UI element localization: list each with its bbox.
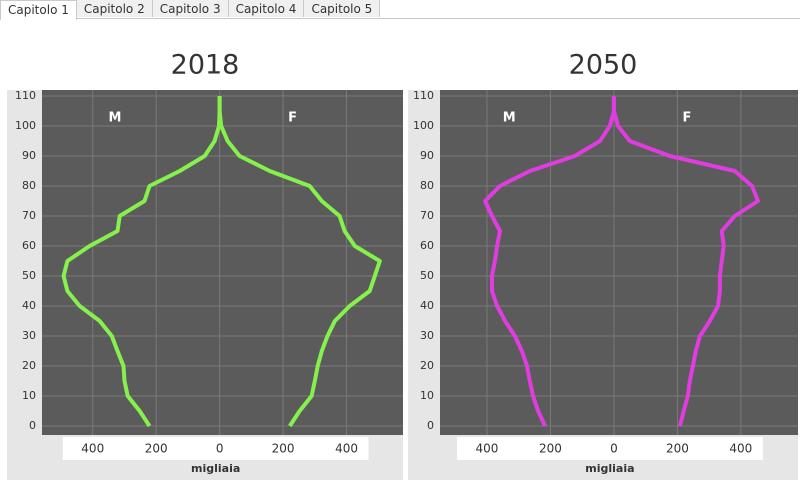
x-tick-label: 200: [145, 442, 168, 456]
y-tick-label: 20: [22, 359, 36, 372]
x-tick-label: 400: [729, 442, 752, 456]
y-tick-label: 10: [420, 389, 434, 402]
x-tick-label: 0: [610, 442, 618, 456]
x-axis-label: migliaia: [191, 462, 240, 475]
x-axis-label: migliaia: [585, 462, 634, 475]
y-tick-label: 90: [420, 149, 434, 162]
y-tick-label: 80: [420, 179, 434, 192]
y-tick-label: 50: [420, 269, 434, 282]
y-tick-label: 0: [427, 419, 434, 432]
series-line: [217, 96, 382, 428]
x-tick-label: 200: [666, 442, 689, 456]
chart-title: 2050: [569, 50, 638, 81]
y-tick-label: 60: [420, 239, 434, 252]
annotation: F: [682, 111, 691, 126]
x-tick-label: 200: [539, 442, 562, 456]
chart-title: 2018: [171, 50, 240, 81]
series-line: [611, 96, 760, 427]
x-axis-box: [456, 437, 763, 460]
y-tick-label: 50: [22, 269, 36, 282]
y-tick-label: 100: [15, 119, 36, 132]
y-tick-label: 110: [413, 89, 434, 102]
y-tick-label: 40: [22, 299, 36, 312]
tab[interactable]: Capitolo 5: [304, 0, 381, 17]
series-line: [483, 96, 616, 427]
y-tick-label: 70: [420, 209, 434, 222]
y-tick-label: 30: [22, 329, 36, 342]
x-axis-box: [62, 437, 369, 460]
series-line: [61, 96, 222, 428]
y-tick-label: 20: [420, 359, 434, 372]
annotation: M: [503, 111, 516, 126]
x-tick-label: 400: [81, 442, 104, 456]
x-tick-label: 400: [335, 442, 358, 456]
y-tick-label: 60: [22, 239, 36, 252]
tab[interactable]: Capitolo 4: [228, 0, 305, 17]
y-tick-label: 30: [420, 329, 434, 342]
y-tick-label: 100: [413, 119, 434, 132]
plot-area: [42, 90, 403, 435]
annotation: M: [108, 111, 121, 126]
y-tick-label: 10: [22, 389, 36, 402]
y-tick-label: 0: [29, 419, 36, 432]
tab[interactable]: Capitolo 1: [0, 0, 77, 20]
y-tick-label: 40: [420, 299, 434, 312]
tab[interactable]: Capitolo 2: [76, 0, 153, 17]
x-tick-label: 0: [216, 442, 224, 456]
y-tick-label: 90: [22, 149, 36, 162]
tab[interactable]: Capitolo 3: [152, 0, 229, 17]
plot-area: [440, 90, 798, 435]
x-tick-label: 200: [272, 442, 295, 456]
tab-bar: Capitolo 1 Capitolo 2 Capitolo 3 Capitolo 4…: [0, 0, 800, 20]
x-tick-label: 400: [476, 442, 499, 456]
y-tick-label: 70: [22, 209, 36, 222]
annotation: F: [288, 111, 297, 126]
y-tick-label: 110: [15, 89, 36, 102]
y-tick-label: 80: [22, 179, 36, 192]
